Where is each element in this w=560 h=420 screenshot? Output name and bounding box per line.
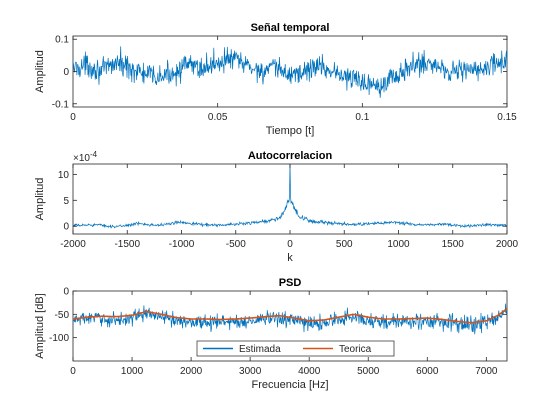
psd-series-teorica-line <box>73 308 507 324</box>
psd-axes: 0 1000 2000 3000 4000 5000 6000 7000 -100 -50 0 PSD… <box>34 277 508 391</box>
autocorrelation-x-tick-label: 500 <box>336 239 353 250</box>
autocorrelation-y-tick-label: 10 <box>58 170 70 181</box>
autocorrelation-y-exponent-power: -4 <box>90 150 98 159</box>
psd-legend-label-teorica: Teorica <box>339 344 372 355</box>
autocorrelation-y-tick-label: 5 <box>63 196 69 207</box>
autocorrelation-x-tick-label: 0 <box>287 239 293 250</box>
signal-y-axis-label: Amplitud <box>34 50 46 93</box>
psd-x-tick-label: 6000 <box>416 366 439 377</box>
psd-series-estimada-line <box>73 303 507 335</box>
autocorrelation-x-tick-label: -2000 <box>60 239 86 250</box>
autocorrelation-axes: -2000 -1500 -1000 -500 0 500 1000 1500 2000 0 5 10 A… <box>34 150 519 264</box>
psd-y-tick-label: -50 <box>55 310 70 321</box>
psd-legend: Estimada Teorica <box>196 340 395 357</box>
psd-title: PSD <box>279 277 302 289</box>
psd-legend-label-estimada: Estimada <box>239 344 281 355</box>
signal-x-tick-label: 0.05 <box>208 112 228 123</box>
psd-x-tick-label: 1000 <box>121 366 144 377</box>
autocorrelation-series-data-line <box>73 164 507 229</box>
autocorrelation-x-tick-label: -500 <box>226 239 246 250</box>
autocorrelation-x-tick-label: 1000 <box>387 239 410 250</box>
psd-y-tick-label: -100 <box>49 333 69 344</box>
psd-x-tick-label: 5000 <box>357 366 380 377</box>
autocorrelation-x-axis-label: k <box>287 252 293 264</box>
signal-y-tick-label: 0 <box>63 67 69 78</box>
autocorrelation-x-tick-label: 1500 <box>442 239 465 250</box>
psd-x-tick-label: 2000 <box>180 366 203 377</box>
psd-y-axis-label: Amplitud [dB] <box>34 293 46 358</box>
psd-x-tick-label: 0 <box>70 366 76 377</box>
signal-series-data-line <box>73 46 507 98</box>
psd-x-axis-label: Frecuencia [Hz] <box>251 379 328 391</box>
autocorrelation-x-tick-label: -1000 <box>169 239 195 250</box>
signal-x-axis-label: Tiempo [t] <box>266 125 315 137</box>
psd-legend-box <box>196 340 395 357</box>
signal-x-tick-label: 0 <box>70 112 76 123</box>
psd-x-tick-label: 7000 <box>475 366 498 377</box>
psd-x-tick-label: 3000 <box>239 366 262 377</box>
signal-x-tick-label: 0.15 <box>497 112 517 123</box>
autocorrelation-x-tick-label: -1500 <box>114 239 140 250</box>
signal-title: Señal temporal <box>251 22 330 34</box>
signal-x-tick-label: 0.1 <box>355 112 369 123</box>
signal-y-tick-label: 0.1 <box>55 35 69 46</box>
autocorrelation-y-tick-label: 0 <box>63 222 69 233</box>
psd-y-tick-label: 0 <box>63 287 69 298</box>
signal-y-tick-label: -0.1 <box>52 99 70 110</box>
psd-x-tick-label: 4000 <box>298 366 321 377</box>
autocorrelation-y-axis-label: Amplitud <box>34 178 46 221</box>
autocorrelation-title: Autocorrelacion <box>248 150 333 162</box>
autocorrelation-x-tick-label: 2000 <box>496 239 519 250</box>
